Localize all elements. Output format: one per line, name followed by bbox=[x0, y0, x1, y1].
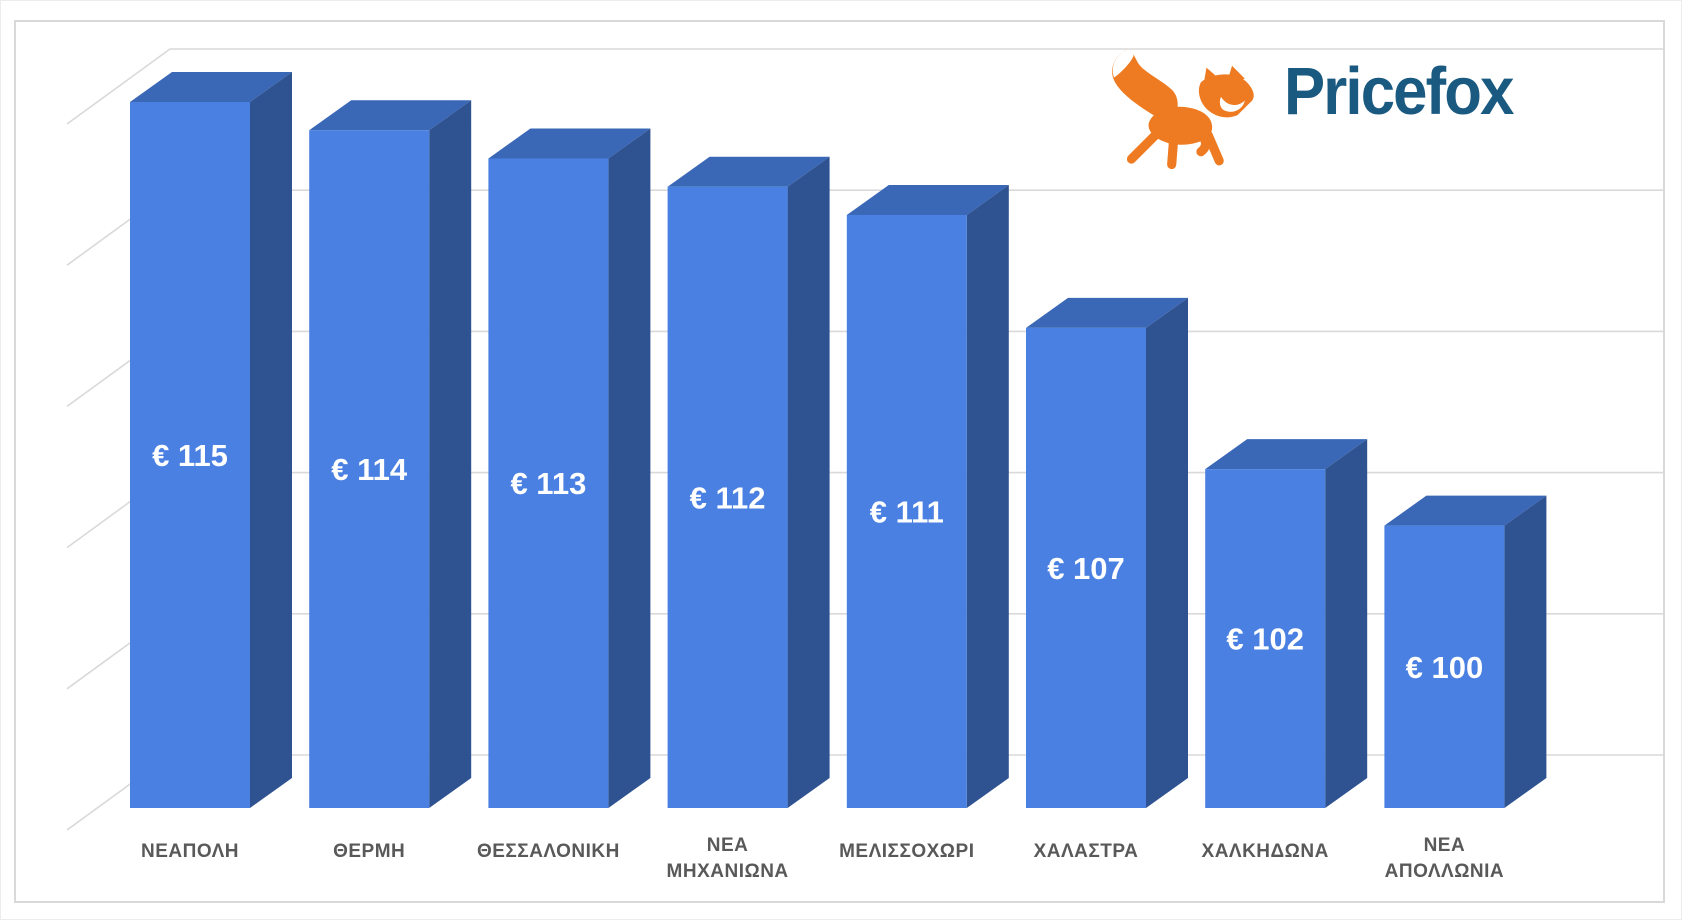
category-label: ΘΕΣΣΑΛΟΝΙΚΗ bbox=[477, 841, 620, 862]
bar-top bbox=[1026, 297, 1188, 328]
bar-top bbox=[846, 184, 1009, 215]
bar-top bbox=[488, 128, 651, 159]
value-label: € 100 bbox=[1406, 650, 1484, 685]
category-label: ΧΑΛΚΗΔΩΝΑ bbox=[1202, 841, 1329, 862]
bar-top bbox=[667, 156, 830, 187]
bar-front bbox=[1026, 327, 1146, 808]
bar-front bbox=[1205, 469, 1326, 808]
pricefox-logo: Pricefox bbox=[1090, 42, 1532, 170]
bar-side bbox=[608, 128, 651, 809]
bar-front bbox=[309, 130, 430, 809]
value-label: € 113 bbox=[510, 466, 586, 501]
category-label: ΝΕΑ ΑΠΟΛΛΩΝΙΑ bbox=[1385, 835, 1505, 882]
bar-front bbox=[488, 158, 609, 809]
value-label: € 115 bbox=[152, 438, 228, 473]
bar-top bbox=[130, 72, 292, 102]
bar-side bbox=[429, 100, 472, 809]
bar-side bbox=[1504, 495, 1547, 808]
value-label: € 114 bbox=[331, 452, 408, 487]
value-label: € 111 bbox=[870, 494, 944, 529]
category-label: ΘΕΡΜΗ bbox=[333, 841, 405, 862]
category-label: ΝΕΑ ΜΗΧΑΝΙΩΝΑ bbox=[667, 835, 789, 882]
value-label: € 112 bbox=[690, 480, 766, 515]
bar-side bbox=[966, 184, 1009, 808]
value-label: € 102 bbox=[1226, 622, 1304, 657]
bar-front bbox=[667, 186, 788, 809]
fox-icon bbox=[1112, 49, 1254, 170]
bar-front bbox=[130, 102, 250, 808]
bar-front bbox=[846, 214, 967, 808]
bar-top bbox=[1384, 495, 1547, 526]
gridline-side bbox=[66, 48, 171, 125]
category-label: ΧΑΛΑΣΤΡΑ bbox=[1034, 841, 1139, 862]
bar-side bbox=[787, 156, 830, 809]
bar-top bbox=[1205, 439, 1368, 470]
bar-side bbox=[250, 72, 292, 808]
bar-front bbox=[1384, 525, 1505, 808]
pricefox-wordmark: Pricefox bbox=[1284, 54, 1514, 129]
value-label: € 107 bbox=[1047, 551, 1125, 586]
bar-top bbox=[309, 100, 472, 131]
bar-side bbox=[1146, 297, 1188, 808]
category-label: ΝΕΑΠΟΛΗ bbox=[141, 841, 239, 862]
bar-side bbox=[1325, 439, 1368, 808]
category-label: ΜΕΛΙΣΣΟΧΩΡΙ bbox=[839, 841, 974, 862]
